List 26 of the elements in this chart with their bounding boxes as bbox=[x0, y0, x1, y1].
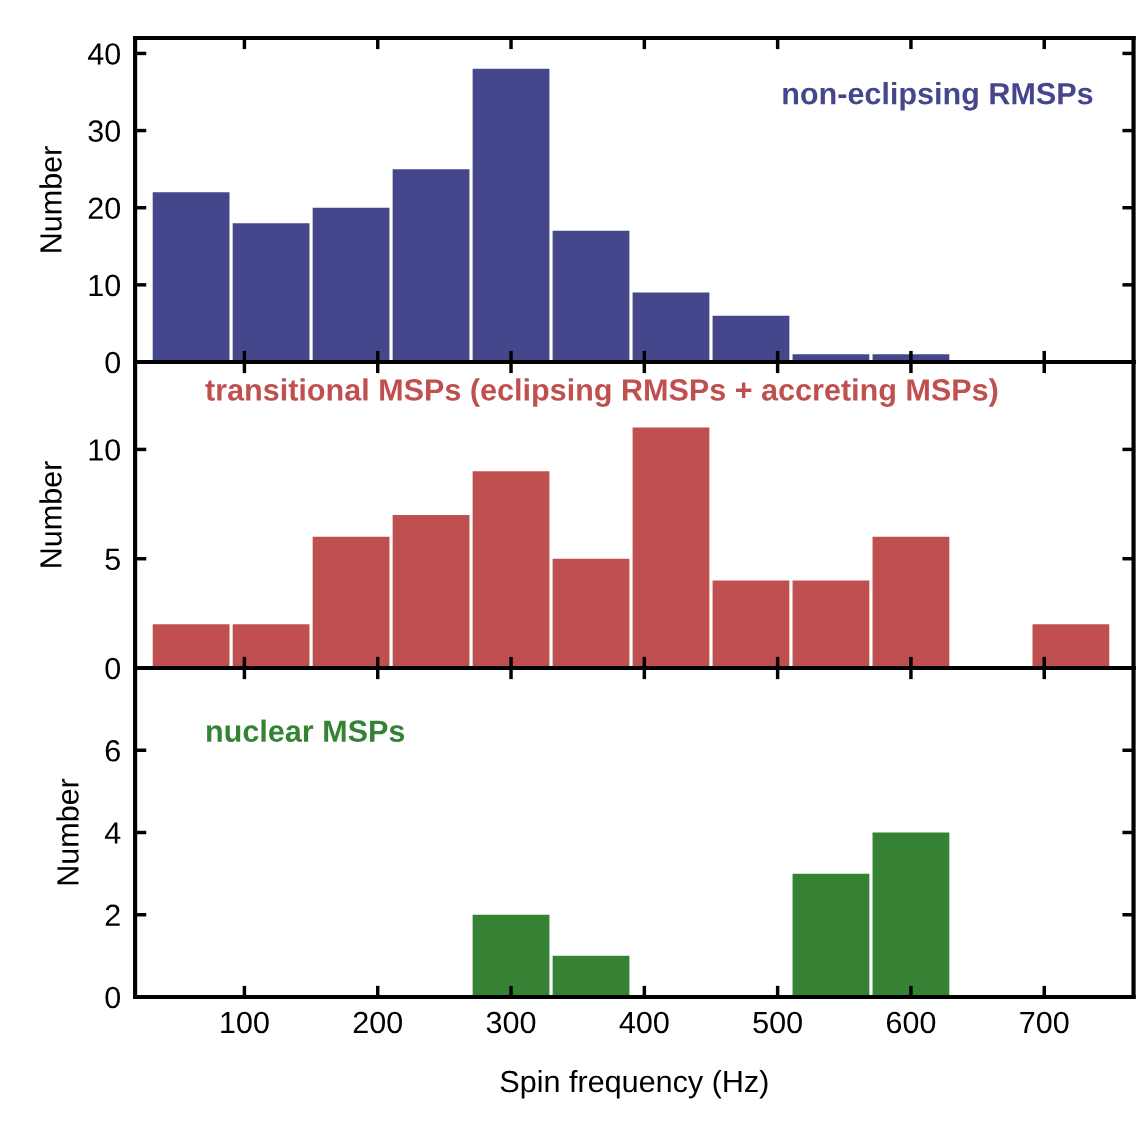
text: non-eclipsing RMSPs bbox=[783, 82, 1093, 111]
x-axis-title: Spin frequency (Hz) bbox=[500, 1069, 768, 1099]
y-tick-label: 0 bbox=[105, 657, 121, 680]
x-tick-label: 100 bbox=[221, 1011, 269, 1034]
y-tick-label: 20 bbox=[88, 197, 121, 220]
x-tick-label: 600 bbox=[887, 1011, 936, 1034]
y-axis-title: Number bbox=[56, 778, 79, 885]
y-tick-label: 0 bbox=[105, 986, 121, 1009]
y-tick-label: 2 bbox=[105, 904, 120, 926]
y-tick-label: 6 bbox=[105, 739, 120, 762]
x-tick-label: 200 bbox=[353, 1011, 403, 1034]
y-tick-label: 0 bbox=[105, 351, 121, 374]
y-axis-title: Number bbox=[39, 146, 62, 252]
y-tick-label: 10 bbox=[89, 274, 121, 297]
x-tick-label: 400 bbox=[619, 1011, 669, 1034]
y-tick-label: 30 bbox=[88, 120, 121, 142]
y-axis-title: Number bbox=[39, 461, 62, 567]
x-tick-label: 300 bbox=[486, 1011, 536, 1034]
x-tick-label: 500 bbox=[753, 1011, 802, 1034]
y-tick-label: 40 bbox=[87, 43, 121, 65]
y-tick-label: 5 bbox=[105, 548, 120, 571]
x-tick-label: 700 bbox=[1020, 1011, 1069, 1034]
y-tick-label: 10 bbox=[89, 439, 121, 461]
text: transitional MSPs (eclipsing RMSPs + accreting MSPs) bbox=[205, 378, 998, 407]
y-tick-label: 4 bbox=[104, 822, 121, 844]
text: nuclear MSPs bbox=[207, 719, 405, 742]
